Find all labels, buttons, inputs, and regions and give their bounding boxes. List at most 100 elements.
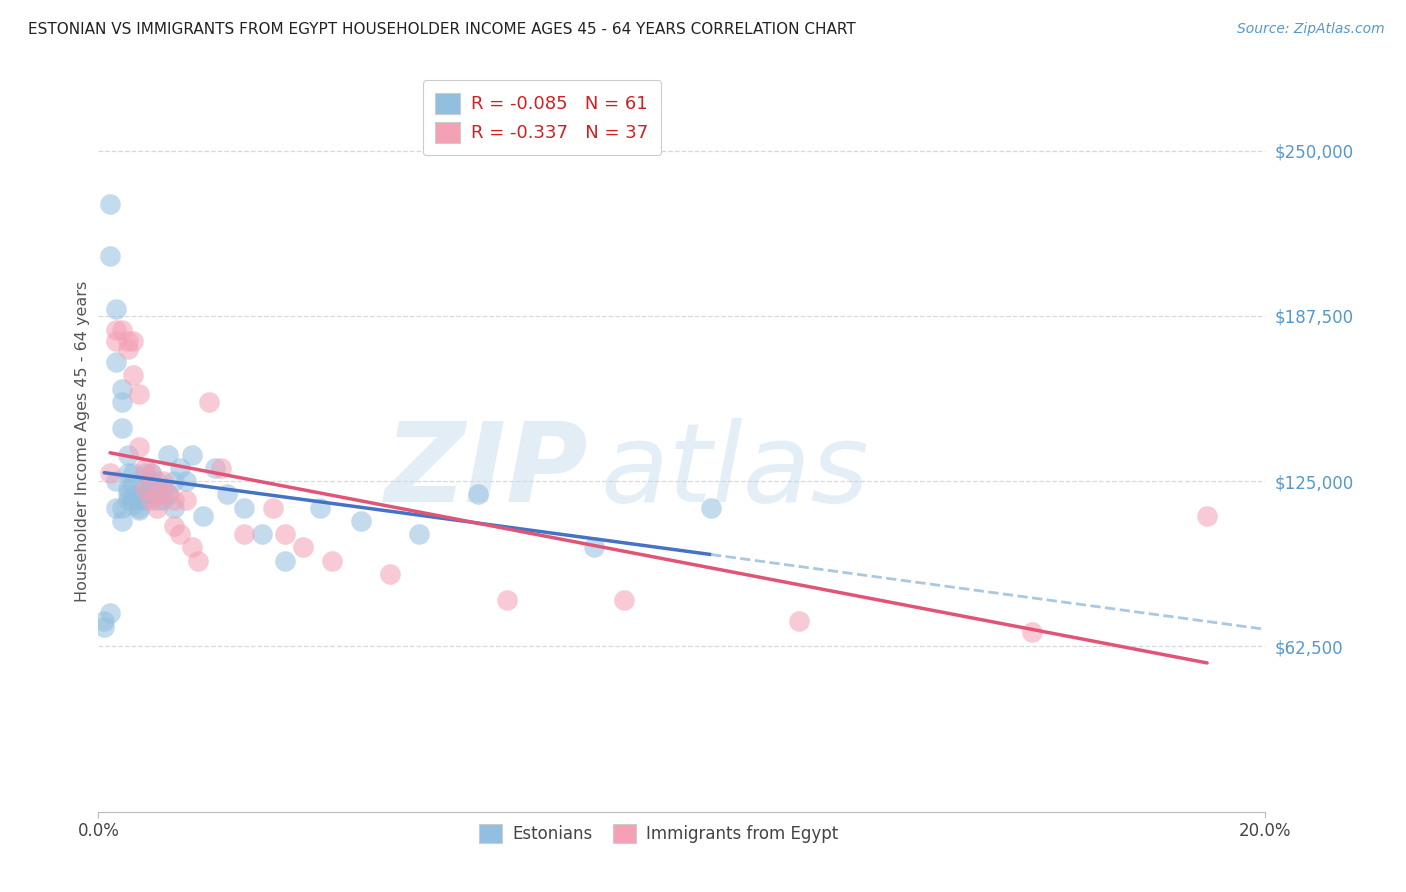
Point (146, 487, 169, 501)
Point (309, 500, 332, 515)
Point (93, 619, 115, 633)
Point (128, 387, 150, 401)
Point (111, 421, 134, 435)
Point (104, 500, 127, 515)
Point (163, 519, 186, 533)
Point (163, 492, 186, 507)
Point (134, 467, 156, 481)
Point (174, 492, 197, 507)
Point (163, 474, 186, 488)
Point (122, 467, 145, 481)
Point (128, 500, 150, 515)
Text: atlas: atlas (600, 417, 869, 524)
Point (111, 382, 134, 396)
Point (117, 487, 139, 501)
Text: ESTONIAN VS IMMIGRANTS FROM EGYPT HOUSEHOLDER INCOME AGES 45 - 64 YEARS CORRELAT: ESTONIAN VS IMMIGRANTS FROM EGYPT HOUSEH… (28, 22, 856, 37)
Point (163, 500, 186, 515)
Point (139, 467, 162, 481)
Point (146, 474, 169, 488)
Point (139, 474, 162, 488)
Point (134, 492, 156, 507)
Point (134, 487, 156, 501)
Point (146, 500, 169, 515)
Point (233, 527, 256, 541)
Point (139, 492, 162, 507)
Point (146, 487, 169, 501)
Point (104, 474, 127, 488)
Point (98, 196, 121, 211)
Point (122, 334, 145, 348)
Point (174, 474, 197, 488)
Point (139, 487, 162, 501)
Point (612, 593, 634, 607)
Point (209, 461, 232, 475)
Point (1195, 508, 1218, 523)
Point (700, 500, 723, 515)
Point (104, 334, 127, 348)
Point (134, 461, 156, 475)
Point (187, 553, 209, 567)
Point (152, 482, 174, 496)
Legend: Estonians, Immigrants from Egypt: Estonians, Immigrants from Egypt (471, 815, 846, 852)
Point (408, 527, 430, 541)
Point (152, 492, 174, 507)
Point (117, 492, 139, 507)
Point (215, 487, 238, 501)
Point (128, 503, 150, 517)
Point (117, 467, 139, 481)
Point (1021, 624, 1043, 639)
Point (104, 324, 127, 338)
Point (180, 448, 202, 462)
Text: Source: ZipAtlas.com: Source: ZipAtlas.com (1237, 22, 1385, 37)
Point (169, 461, 191, 475)
Point (787, 615, 810, 629)
Point (139, 467, 162, 481)
Point (128, 440, 150, 454)
Point (198, 395, 221, 409)
Point (122, 498, 145, 512)
Point (111, 514, 134, 528)
Point (146, 482, 169, 496)
Point (157, 448, 180, 462)
Point (262, 500, 284, 515)
Point (117, 448, 139, 462)
Point (169, 527, 191, 541)
Point (274, 553, 297, 567)
Point (291, 541, 314, 555)
Point (204, 461, 226, 475)
Point (111, 500, 134, 515)
Point (583, 541, 606, 555)
Point (233, 500, 256, 515)
Point (193, 508, 215, 523)
Point (321, 553, 343, 567)
Point (128, 487, 150, 501)
Point (157, 487, 180, 501)
Point (117, 482, 139, 496)
Point (180, 541, 202, 555)
Point (122, 476, 145, 491)
Point (104, 355, 127, 369)
Point (250, 527, 273, 541)
Point (104, 302, 127, 317)
Point (350, 514, 373, 528)
Point (467, 487, 489, 501)
Point (274, 527, 297, 541)
Point (380, 566, 402, 581)
Point (134, 476, 156, 491)
Point (496, 593, 519, 607)
Point (98, 607, 121, 621)
Point (128, 492, 150, 507)
Point (146, 492, 169, 507)
Point (111, 324, 134, 338)
Point (122, 368, 145, 383)
Point (152, 474, 174, 488)
Point (117, 342, 139, 356)
Point (117, 334, 139, 348)
Point (122, 487, 145, 501)
Point (93, 615, 115, 629)
Text: ZIP: ZIP (385, 417, 589, 524)
Point (111, 395, 134, 409)
Point (139, 479, 162, 493)
Y-axis label: Householder Income Ages 45 - 64 years: Householder Income Ages 45 - 64 years (75, 281, 90, 602)
Point (134, 482, 156, 496)
